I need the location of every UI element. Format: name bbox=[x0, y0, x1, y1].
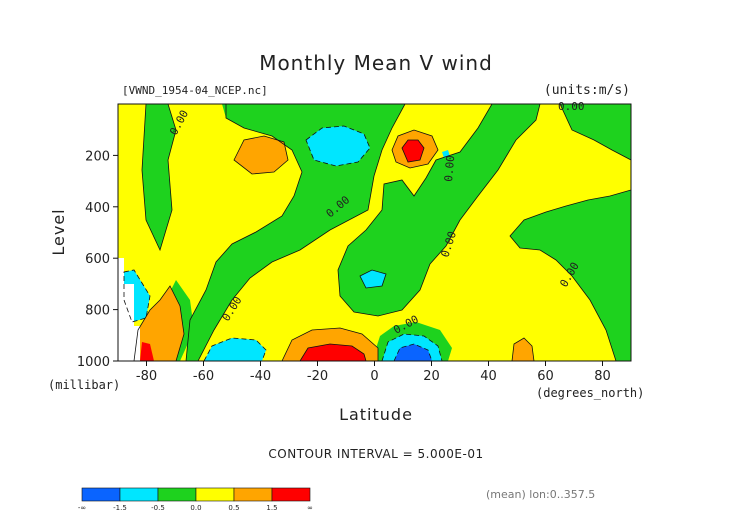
x-tick-label: 80 bbox=[594, 369, 611, 384]
y-tick-label: 200 bbox=[85, 149, 110, 164]
red-upper-12N bbox=[402, 140, 424, 162]
x-tick-label: -40 bbox=[250, 369, 271, 384]
x-tick-label: -80 bbox=[136, 369, 157, 384]
cyan-surface-55S bbox=[204, 338, 266, 361]
chart-title: Monthly Mean V wind bbox=[259, 51, 493, 75]
contour-lines bbox=[133, 104, 631, 361]
orange-upper-70S bbox=[234, 136, 288, 174]
blue-surface-12N bbox=[394, 344, 432, 361]
x-tick-label: 0 bbox=[370, 369, 378, 384]
missing-data-patch bbox=[118, 258, 140, 361]
colorbar-label: -∞ bbox=[78, 504, 86, 512]
red-surface-84S bbox=[140, 342, 154, 361]
units-label: (units:m/s) bbox=[544, 83, 630, 98]
green-north-cap bbox=[560, 104, 631, 160]
green-north-lower bbox=[510, 190, 631, 361]
mean-footnote: (mean) lon:0..357.5 bbox=[486, 488, 595, 501]
green-jet-wide bbox=[186, 104, 405, 361]
colorbar: -∞ -1.5 -0.5 0.0 0.5 1.5 ∞ bbox=[78, 487, 313, 512]
colorbar-label: -1.5 bbox=[113, 504, 127, 512]
green-band-20N bbox=[338, 104, 540, 316]
contour-label: 0.00 bbox=[442, 155, 457, 183]
y-axis: 200 400 600 800 1000 bbox=[77, 149, 118, 370]
colorbar-swatch bbox=[157, 487, 197, 502]
colorbar-swatch bbox=[195, 487, 235, 502]
colorbar-label: 1.5 bbox=[266, 504, 277, 512]
colorbar-label: -0.5 bbox=[151, 504, 165, 512]
x-tick-label: -60 bbox=[193, 369, 214, 384]
colorbar-swatch bbox=[271, 487, 311, 502]
cyan-upper-30S bbox=[306, 126, 370, 166]
x-axis: -80 -60 -40 -20 0 20 40 60 80 bbox=[136, 361, 611, 384]
negative-contour-lines bbox=[123, 125, 443, 361]
contour-interval-note: CONTOUR INTERVAL = 5.000E-01 bbox=[268, 447, 483, 461]
x-axis-title: Latitude bbox=[339, 405, 413, 424]
x-tick-label: 40 bbox=[480, 369, 497, 384]
y-tick-label: 800 bbox=[85, 304, 110, 319]
colorbar-swatch bbox=[233, 487, 273, 502]
y-tick-label: 600 bbox=[85, 252, 110, 267]
orange-surface-50N bbox=[512, 338, 534, 361]
colorbar-label: 0.0 bbox=[190, 504, 201, 512]
contour-label: 0.00 bbox=[558, 100, 585, 113]
colorbar-swatch bbox=[119, 487, 159, 502]
plot-area bbox=[118, 104, 631, 361]
colorbar-swatch bbox=[81, 487, 121, 502]
orange-surface-80S bbox=[134, 286, 184, 361]
y-unit-label: (millibar) bbox=[48, 378, 120, 392]
green-band-80S bbox=[142, 104, 176, 250]
y-axis-title: Level bbox=[49, 208, 68, 255]
colorbar-label: 0.5 bbox=[228, 504, 239, 512]
x-tick-label: -20 bbox=[307, 369, 328, 384]
colorbar-label: ∞ bbox=[307, 504, 313, 512]
cyan-mid-0 bbox=[360, 270, 386, 288]
y-tick-label: 400 bbox=[85, 201, 110, 216]
x-tick-label: 20 bbox=[423, 369, 440, 384]
x-unit-label: (degrees_north) bbox=[536, 386, 644, 400]
x-tick-label: 60 bbox=[537, 369, 554, 384]
y-tick-label: 1000 bbox=[77, 355, 110, 370]
red-surface-20S bbox=[300, 344, 366, 361]
dataset-label: [VWND_1954-04_NCEP.nc] bbox=[122, 84, 268, 97]
